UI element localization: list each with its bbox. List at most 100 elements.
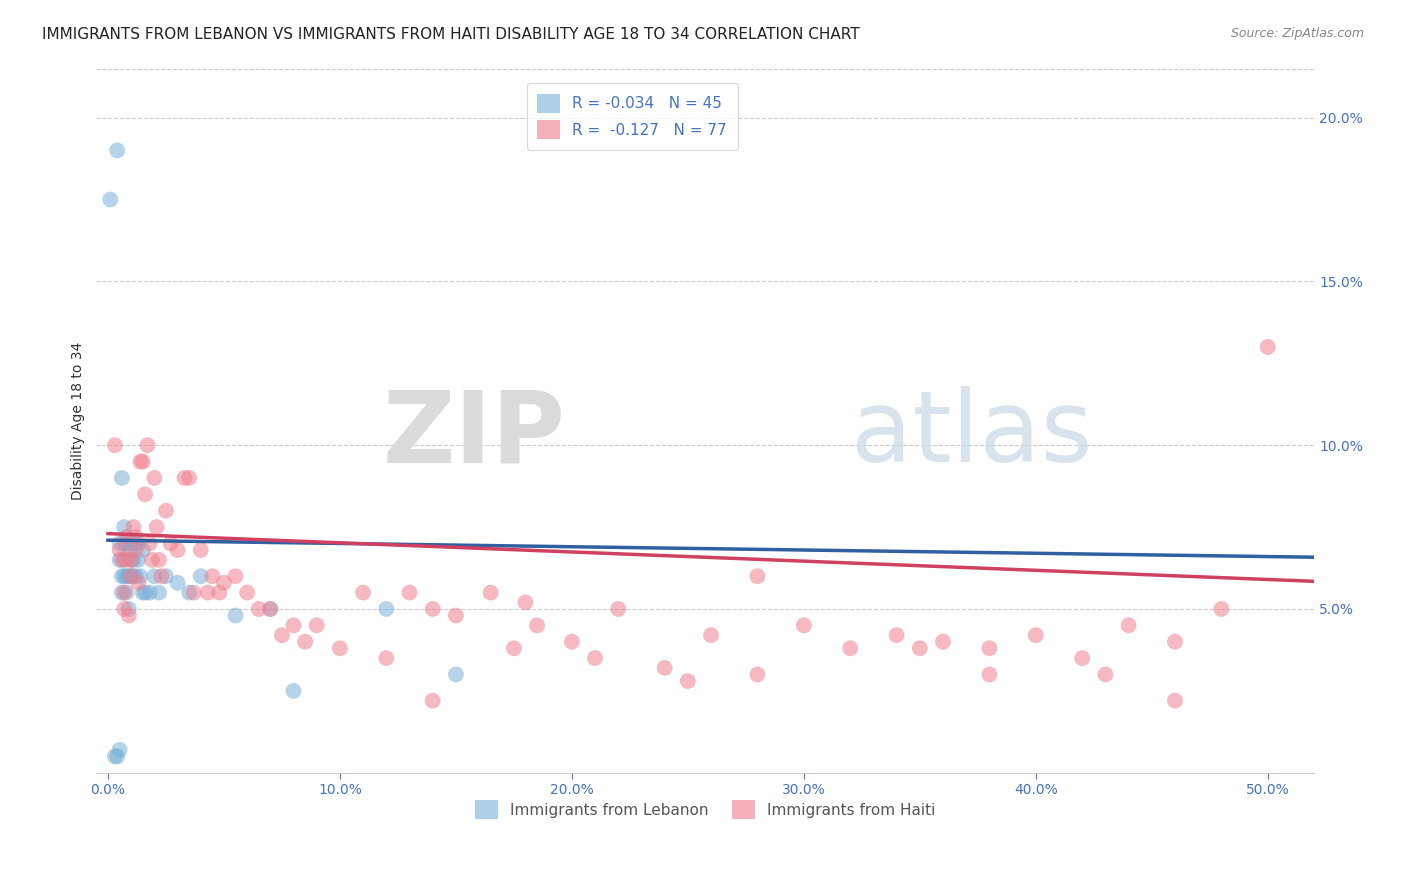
Point: [159, 536, 181, 550]
Point: [793, 618, 815, 632]
Point: [979, 641, 1001, 656]
Point: [125, 536, 148, 550]
Point: [115, 530, 138, 544]
Point: [173, 471, 195, 485]
Text: atlas: atlas: [852, 386, 1092, 483]
Point: [444, 608, 467, 623]
Point: [1071, 651, 1094, 665]
Point: [134, 585, 156, 599]
Point: [155, 569, 177, 583]
Point: [747, 569, 769, 583]
Legend: Immigrants from Lebanon, Immigrants from Haiti: Immigrants from Lebanon, Immigrants from…: [470, 794, 942, 825]
Point: [208, 585, 231, 599]
Point: [111, 553, 134, 567]
Point: [236, 585, 259, 599]
Point: [294, 634, 316, 648]
Point: [112, 585, 135, 599]
Text: ZIP: ZIP: [382, 386, 565, 483]
Point: [654, 661, 676, 675]
Point: [125, 543, 148, 558]
Point: [105, 144, 128, 158]
Point: [183, 585, 205, 599]
Point: [112, 536, 135, 550]
Point: [132, 543, 155, 558]
Point: [700, 628, 723, 642]
Point: [259, 602, 281, 616]
Point: [138, 536, 160, 550]
Point: [125, 530, 148, 544]
Point: [212, 575, 235, 590]
Point: [145, 520, 167, 534]
Point: [676, 673, 699, 688]
Point: [141, 553, 163, 567]
Point: [607, 602, 630, 616]
Point: [105, 749, 128, 764]
Point: [166, 543, 188, 558]
Point: [115, 585, 138, 599]
Point: [122, 569, 145, 583]
Point: [305, 618, 328, 632]
Point: [352, 585, 374, 599]
Point: [104, 749, 127, 764]
Point: [129, 454, 152, 468]
Point: [259, 602, 281, 616]
Point: [112, 602, 135, 616]
Point: [104, 438, 127, 452]
Point: [1211, 602, 1233, 616]
Point: [747, 667, 769, 681]
Point: [190, 569, 212, 583]
Point: [108, 553, 131, 567]
Point: [422, 602, 444, 616]
Point: [329, 641, 352, 656]
Point: [583, 651, 606, 665]
Point: [136, 438, 159, 452]
Point: [120, 553, 142, 567]
Point: [197, 585, 219, 599]
Point: [111, 569, 134, 583]
Point: [115, 569, 138, 583]
Point: [561, 634, 583, 648]
Point: [148, 585, 170, 599]
Point: [201, 569, 224, 583]
Text: IMMIGRANTS FROM LEBANON VS IMMIGRANTS FROM HAITI DISABILITY AGE 18 TO 34 CORRELA: IMMIGRANTS FROM LEBANON VS IMMIGRANTS FR…: [42, 27, 860, 42]
Point: [1025, 628, 1047, 642]
Point: [132, 585, 155, 599]
Point: [138, 585, 160, 599]
Point: [190, 543, 212, 558]
Point: [127, 575, 149, 590]
Point: [118, 608, 141, 623]
Point: [1257, 340, 1279, 354]
Point: [118, 569, 141, 583]
Point: [1164, 694, 1187, 708]
Point: [108, 536, 131, 550]
Point: [150, 569, 173, 583]
Point: [422, 694, 444, 708]
Point: [148, 553, 170, 567]
Point: [398, 585, 420, 599]
Point: [112, 569, 135, 583]
Point: [122, 553, 145, 567]
Point: [375, 651, 398, 665]
Point: [166, 575, 188, 590]
Point: [108, 743, 131, 757]
Point: [143, 471, 166, 485]
Point: [115, 553, 138, 567]
Point: [118, 543, 141, 558]
Point: [143, 569, 166, 583]
Point: [526, 618, 548, 632]
Point: [120, 569, 142, 583]
Point: [1094, 667, 1116, 681]
Point: [129, 569, 152, 583]
Point: [225, 608, 247, 623]
Point: [247, 602, 270, 616]
Y-axis label: Disability Age 18 to 34: Disability Age 18 to 34: [72, 342, 86, 500]
Point: [179, 585, 201, 599]
Point: [108, 543, 131, 558]
Point: [111, 585, 134, 599]
Point: [932, 634, 955, 648]
Point: [271, 628, 294, 642]
Point: [127, 536, 149, 550]
Point: [120, 569, 142, 583]
Point: [155, 504, 177, 518]
Point: [98, 193, 121, 207]
